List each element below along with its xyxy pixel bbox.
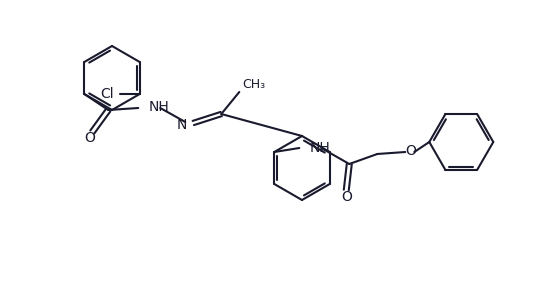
Text: O: O bbox=[84, 131, 95, 145]
Text: N: N bbox=[177, 118, 188, 132]
Text: NH: NH bbox=[309, 141, 330, 155]
Text: CH₃: CH₃ bbox=[243, 78, 265, 90]
Text: NH: NH bbox=[148, 100, 169, 114]
Text: O: O bbox=[405, 144, 416, 158]
Text: O: O bbox=[341, 190, 352, 204]
Text: Cl: Cl bbox=[100, 87, 114, 101]
